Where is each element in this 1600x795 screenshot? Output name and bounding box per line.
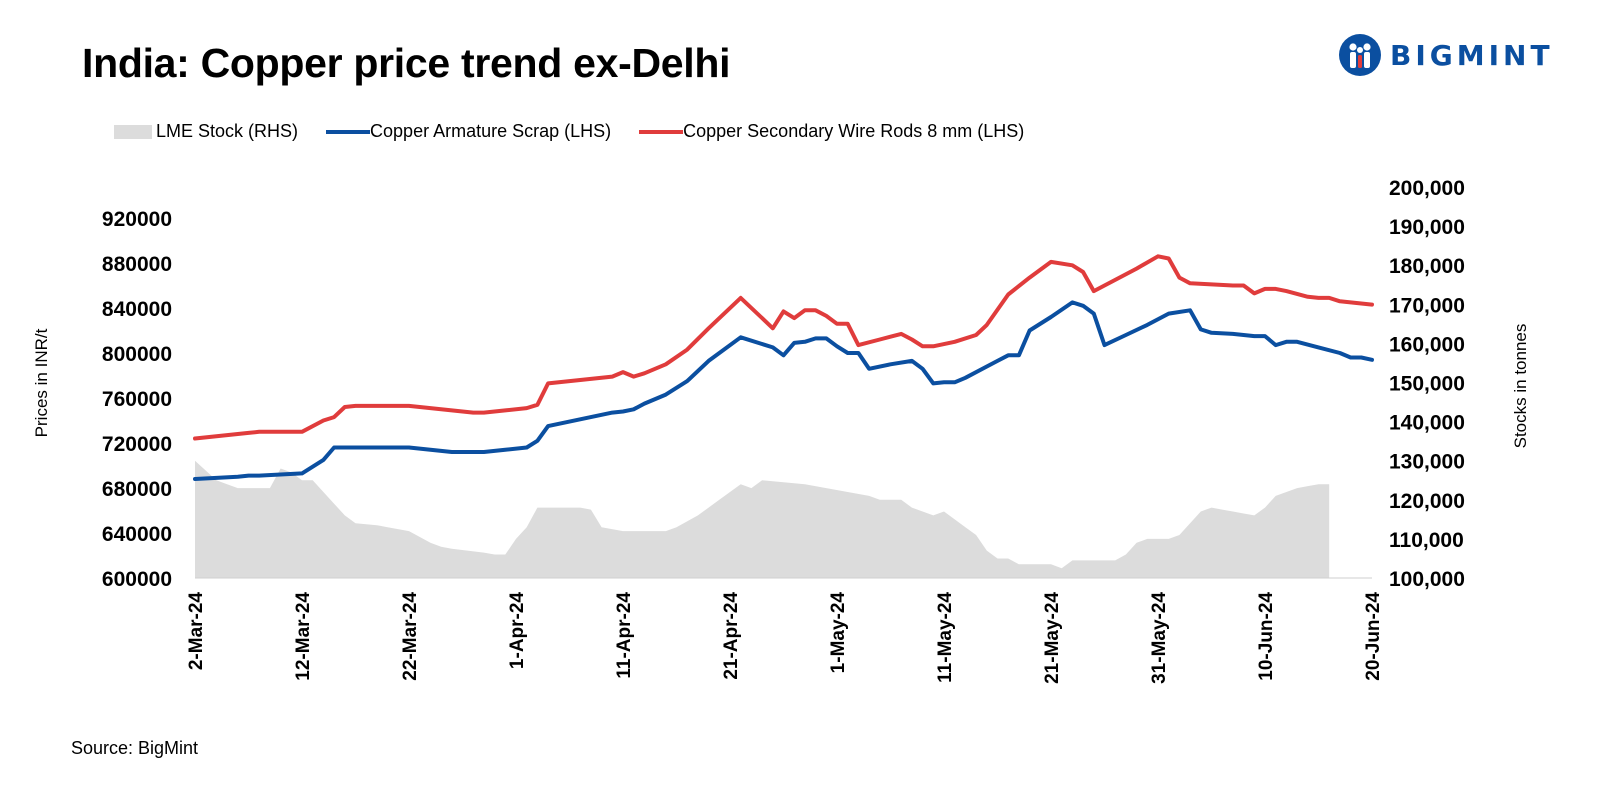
legend-swatch-lme-stock [114, 124, 152, 139]
y-tick-right: 100,000 [1389, 568, 1465, 591]
y-tick-left: 840000 [102, 298, 172, 321]
series-area-lme-stock [195, 460, 1330, 578]
y-axis-label-left: Prices in INR/t [32, 328, 51, 437]
y-tick-left: 880000 [102, 253, 172, 276]
legend-item-armature-scrap: Copper Armature Scrap (LHS) [326, 121, 611, 142]
y-tick-left: 600000 [102, 568, 172, 591]
y-tick-right: 150,000 [1389, 373, 1465, 396]
y-tick-right: 170,000 [1389, 294, 1465, 317]
x-tick: 21-Apr-24 [721, 592, 742, 680]
chart-legend: LME Stock (RHS) Copper Armature Scrap (L… [114, 121, 1052, 142]
y-tick-right: 180,000 [1389, 255, 1465, 278]
legend-label-wire-rods: Copper Secondary Wire Rods 8 mm (LHS) [683, 121, 1025, 141]
y-tick-right: 200,000 [1389, 177, 1465, 200]
y-tick-left: 920000 [102, 208, 172, 231]
y-tick-left: 640000 [102, 523, 172, 546]
bigmint-logo-text: BIGMINT [1390, 38, 1554, 72]
x-tick: 31-May-24 [1149, 592, 1170, 684]
series-line-wire-rods [193, 254, 1374, 441]
x-tick: 2-Mar-24 [186, 592, 207, 671]
legend-swatch-armature-scrap [326, 129, 371, 134]
y-tick-left: 800000 [102, 343, 172, 366]
legend-swatch-wire-rods [639, 129, 684, 134]
legend-label-armature-scrap: Copper Armature Scrap (LHS) [370, 121, 612, 141]
y-tick-right: 120,000 [1389, 490, 1465, 513]
y-tick-right: 130,000 [1389, 451, 1465, 474]
source-note: Source: BigMint [71, 738, 199, 758]
legend-item-wire-rods: Copper Secondary Wire Rods 8 mm (LHS) [639, 121, 1024, 142]
y-tick-right: 160,000 [1389, 333, 1465, 356]
legend-label-lme-stock: LME Stock (RHS) [156, 121, 299, 141]
bigmint-logo-icon [1339, 34, 1381, 76]
y-tick-left: 680000 [102, 478, 172, 501]
y-axis-label-right: Stocks in tonnes [1511, 324, 1530, 449]
x-tick: 1-Apr-24 [507, 592, 528, 670]
chart-title: India: Copper price trend ex-Delhi [82, 40, 731, 86]
x-tick: 11-May-24 [935, 592, 956, 683]
y-tick-right: 110,000 [1389, 529, 1464, 552]
series-line-armature-scrap [193, 300, 1374, 481]
y-tick-right: 140,000 [1389, 412, 1465, 435]
legend-item-lme-stock: LME Stock (RHS) [114, 121, 298, 142]
y-tick-left: 720000 [102, 433, 172, 456]
x-tick: 12-Mar-24 [293, 592, 314, 681]
y-tick-right: 190,000 [1389, 216, 1465, 239]
x-tick: 11-Apr-24 [614, 592, 635, 679]
y-tick-left: 760000 [102, 388, 172, 411]
x-tick: 22-Mar-24 [400, 592, 421, 681]
x-tick: 1-May-24 [828, 592, 849, 674]
x-tick: 20-Jun-24 [1363, 592, 1384, 681]
x-tick: 10-Jun-24 [1256, 592, 1277, 681]
x-tick: 21-May-24 [1042, 592, 1063, 684]
bigmint-logo: BIGMINT [1338, 30, 1554, 80]
